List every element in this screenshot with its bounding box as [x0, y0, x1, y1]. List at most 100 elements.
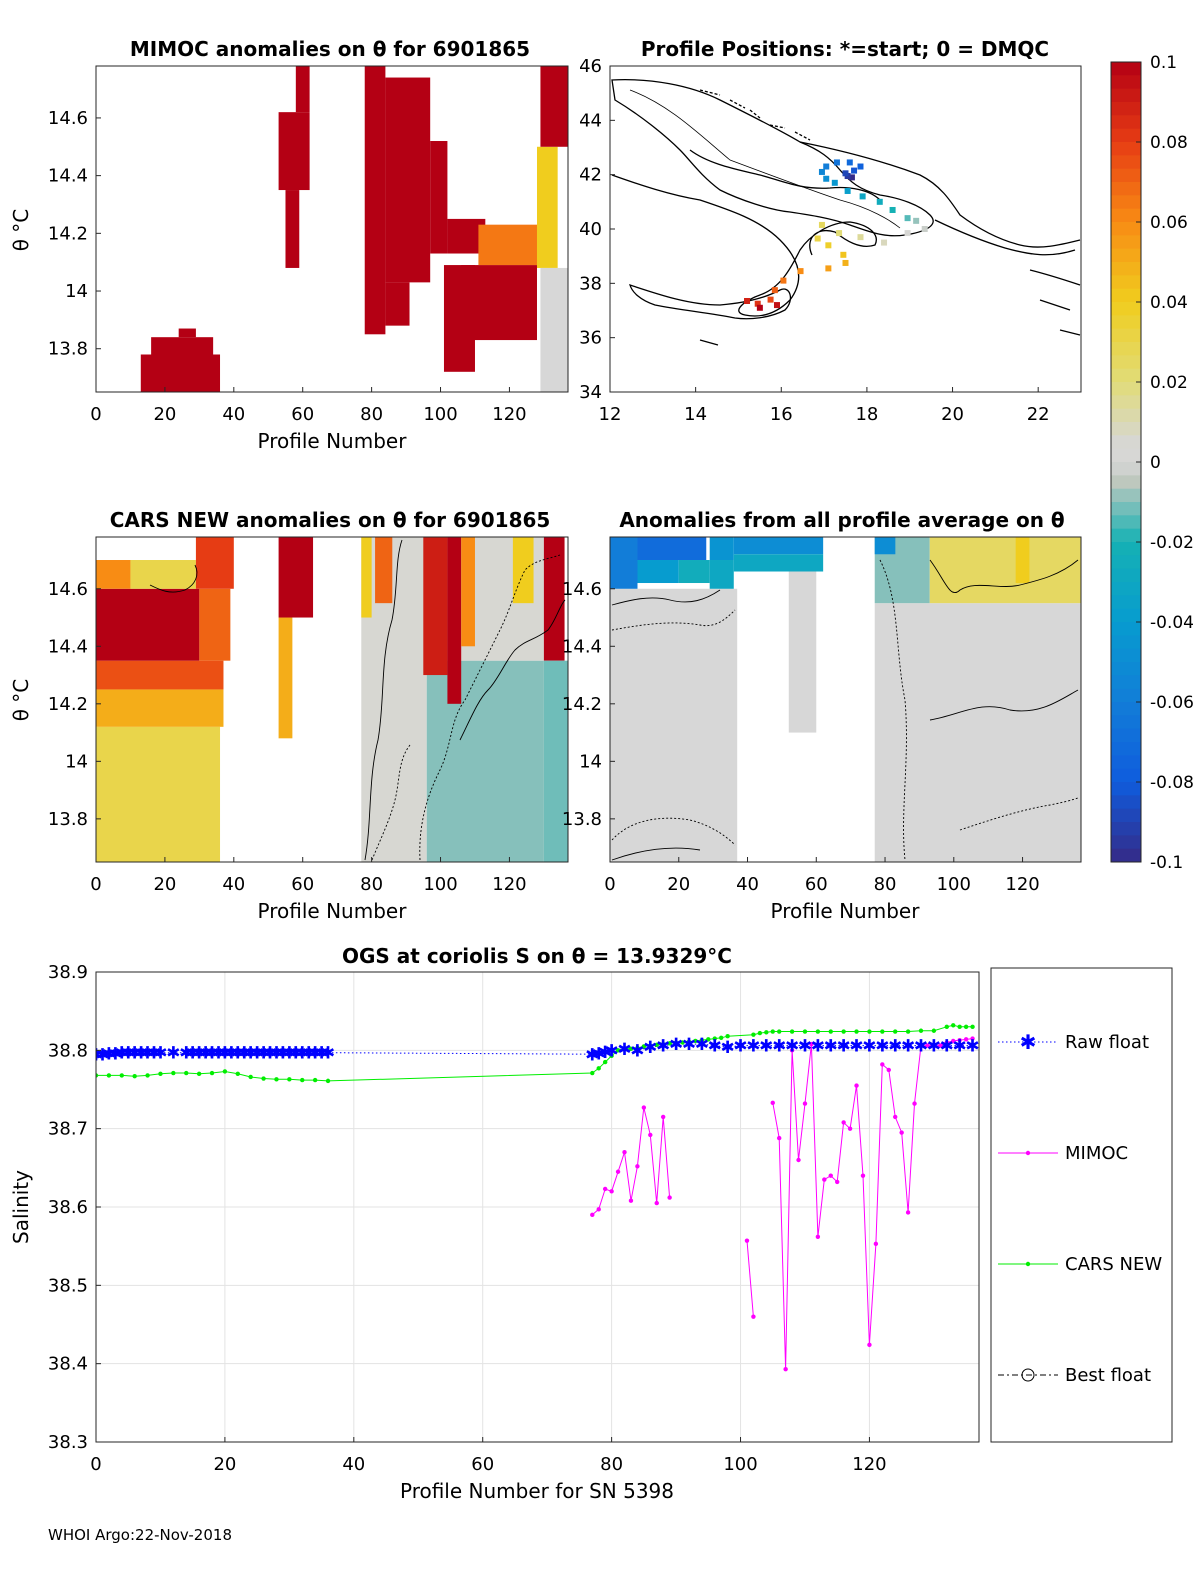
- mimoc-heatmap: [140, 66, 568, 392]
- colorbar-segment: [1111, 502, 1141, 516]
- cars-new-point: [854, 1029, 859, 1034]
- positions-xtick-label: 20: [941, 404, 964, 425]
- avg-xtick-label: 40: [736, 874, 759, 895]
- mimoc-x-ticks: 0 20 40 60 80 100 120: [90, 387, 527, 425]
- colorbar-segment: [1111, 542, 1141, 556]
- mimoc-point: [796, 1157, 801, 1163]
- colorbar-segment: [1111, 315, 1141, 330]
- colorbar-segment: [1111, 822, 1141, 836]
- colorbar-tick-label: 0: [1150, 453, 1161, 473]
- colorbar-segment: [1111, 648, 1141, 663]
- cars-cell: [543, 660, 568, 862]
- colorbar-segment: [1111, 515, 1141, 530]
- mimoc-panel: MIMOC anomalies on θ for 6901865 0 20 40 60…: [9, 37, 569, 453]
- salinity-ytick-label: 38.4: [48, 1354, 88, 1375]
- cars-cell: [447, 537, 462, 704]
- avg-cell: [1015, 537, 1030, 584]
- mimoc-ytick-label: 14.4: [48, 166, 88, 187]
- mimoc-xtick-label: 60: [291, 404, 314, 425]
- raw-float-point: ✱: [134, 1044, 148, 1064]
- mimoc-point: [751, 1314, 756, 1319]
- colorbar-segment: [1111, 155, 1141, 170]
- cars-xlabel: Profile Number: [258, 899, 408, 923]
- colorbar-tick-label: -0.06: [1150, 693, 1194, 713]
- profile-position-marker: [876, 198, 883, 205]
- legend-best-float: Best float: [998, 1365, 1151, 1386]
- raw-float-point: ✱: [179, 1044, 193, 1064]
- mimoc-cell: [430, 141, 448, 254]
- mimoc-ytick-label: 14.6: [48, 108, 88, 129]
- raw-float-point: ✱: [798, 1037, 812, 1057]
- cars-new-point: [209, 1070, 215, 1076]
- salinity-legend: ✱ Raw float MIMOC CARS NEW Best float: [990, 967, 1173, 1443]
- cars-new-point: [751, 1032, 756, 1037]
- avg-cell: [874, 603, 1081, 862]
- mimoc-cell: [151, 337, 214, 355]
- mimoc-point: [944, 1040, 949, 1045]
- colorbar-segment: [1111, 235, 1141, 250]
- colorbar-segment: [1111, 128, 1141, 143]
- colorbar-segment: [1111, 342, 1141, 356]
- avg-ytick-label: 14.6: [562, 579, 602, 600]
- salinity-ytick-label: 38.5: [48, 1275, 88, 1296]
- cars-cell: [195, 537, 234, 589]
- mimoc-point: [951, 1038, 956, 1044]
- colorbar-tick-label: -0.1: [1150, 853, 1183, 873]
- colorbar-segment: [1111, 448, 1141, 463]
- cars-new-point: [802, 1029, 808, 1034]
- colorbar-tick-label: 0.02: [1150, 373, 1188, 393]
- avg-contour-6: [879, 559, 907, 861]
- legend-mimoc-marker: [1025, 1150, 1031, 1156]
- profile-position-marker: [756, 304, 763, 311]
- avg-ytick-label: 13.8: [562, 809, 602, 830]
- colorbar-segment: [1111, 302, 1141, 316]
- profile-position-marker: [771, 287, 778, 294]
- salinity-ytick-label: 38.6: [48, 1197, 88, 1218]
- cars-new-point: [693, 1038, 698, 1044]
- raw-float-point: ✱: [237, 1044, 251, 1064]
- mimoc-cell: [461, 265, 537, 341]
- positions-ytick-label: 42: [579, 165, 602, 186]
- colorbar-tick-label: -0.08: [1150, 773, 1194, 793]
- mimoc-point: [899, 1130, 904, 1135]
- mimoc-cell: [385, 77, 431, 283]
- adriatic-outline: [689, 149, 881, 201]
- raw-float-point: ✱: [656, 1037, 670, 1057]
- cars-new-point: [905, 1029, 911, 1034]
- colorbar-segment: [1111, 422, 1141, 436]
- colorbar-segment: [1111, 102, 1141, 116]
- colorbar: 0.1 0.08 0.06 0.04 0.02 0 -0.02 -0.04 -0.06 -0.08…: [1110, 53, 1194, 873]
- cars-new-point: [660, 1041, 666, 1047]
- cars-contour-2: [419, 554, 561, 861]
- raw-float-point: ✱: [824, 1037, 838, 1057]
- positions-xtick-label: 18: [855, 404, 878, 425]
- cars-contour-3: [459, 599, 566, 741]
- mimoc-ytick-label: 14: [65, 281, 88, 302]
- profile-position-marker: [797, 268, 804, 275]
- positions-ytick-label: 36: [579, 328, 602, 349]
- colorbar-segment: [1111, 62, 1141, 76]
- raw-float-point: ✱: [314, 1044, 328, 1064]
- raw-float-point: ✱: [746, 1037, 760, 1057]
- avg-xtick-label: 20: [667, 874, 690, 895]
- positions-ytick-label: 44: [579, 110, 602, 131]
- cars-new-point: [654, 1042, 659, 1048]
- colorbar-segment: [1111, 208, 1141, 223]
- cars-contours: [149, 539, 566, 861]
- profile-position-marker: [889, 206, 896, 213]
- profile-position-marker: [904, 230, 911, 237]
- cars-new-point: [312, 1077, 318, 1083]
- cars-new-point: [764, 1030, 769, 1035]
- avg-cell: [637, 560, 679, 584]
- profile-position-marker: [842, 170, 849, 177]
- cars-new-point: [673, 1040, 679, 1045]
- avg-title: Anomalies from all profile average on θ: [619, 508, 1064, 532]
- profile-position-marker: [857, 163, 864, 170]
- profile-position-marker: [754, 300, 761, 307]
- raw-float-point: ✱: [128, 1044, 142, 1064]
- mimoc-point: [905, 1210, 911, 1215]
- cars-new-point: [287, 1077, 292, 1082]
- mimoc-cell: [295, 66, 310, 113]
- mimoc-line: [746, 1240, 754, 1317]
- colorbar-segment: [1111, 368, 1141, 383]
